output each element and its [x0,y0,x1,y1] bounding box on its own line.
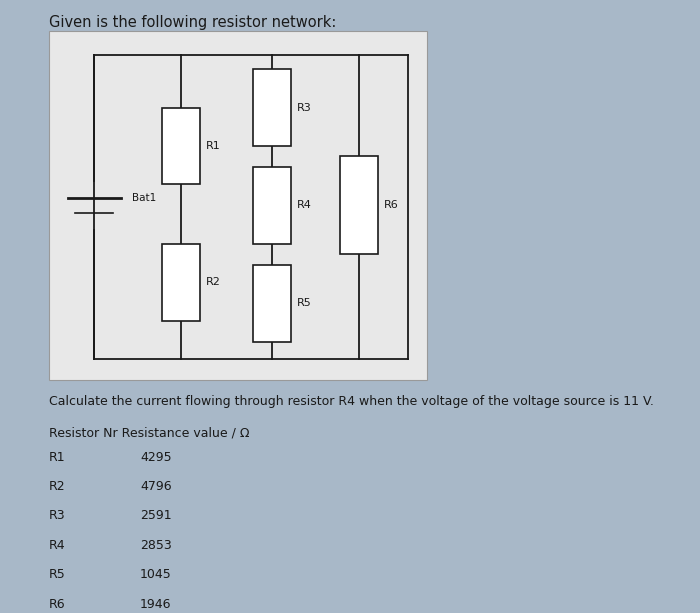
Text: R1: R1 [49,451,66,463]
Text: R1: R1 [206,141,220,151]
Text: R5: R5 [49,568,66,581]
Text: R6: R6 [384,200,398,210]
FancyBboxPatch shape [49,31,427,380]
Text: 2591: 2591 [140,509,172,522]
Text: R4: R4 [49,539,66,552]
Text: R4: R4 [297,200,312,210]
Text: R2: R2 [49,480,66,493]
Text: R6: R6 [49,598,66,611]
Text: Bat1: Bat1 [132,193,156,204]
Text: 4796: 4796 [140,480,172,493]
Text: Given is the following resistor network:: Given is the following resistor network: [49,15,337,30]
Bar [253,265,291,341]
Text: 2853: 2853 [140,539,172,552]
Bar [162,107,200,185]
Text: 1946: 1946 [140,598,172,611]
Text: R3: R3 [49,509,66,522]
Bar [340,156,378,254]
Text: 1045: 1045 [140,568,172,581]
Bar [162,244,200,321]
Text: R5: R5 [297,298,312,308]
Text: Calculate the current flowing through resistor R4 when the voltage of the voltag: Calculate the current flowing through re… [49,395,654,408]
Text: 4295: 4295 [140,451,172,463]
Bar [253,69,291,146]
Bar [253,167,291,244]
Text: R3: R3 [297,102,312,113]
Text: Resistor Nr Resistance value / Ω: Resistor Nr Resistance value / Ω [49,426,249,439]
Text: R2: R2 [206,277,220,287]
